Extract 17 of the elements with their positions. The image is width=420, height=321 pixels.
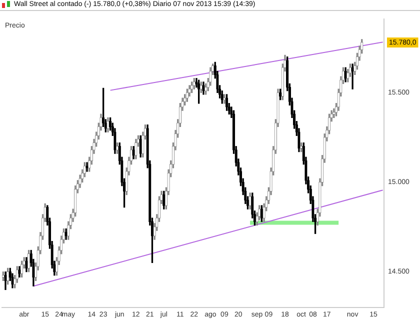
- candlestick: [2, 271, 4, 282]
- candlestick: [190, 82, 194, 93]
- candlestick: [27, 250, 30, 272]
- candlestick: [116, 142, 119, 154]
- candlestick: [223, 94, 226, 104]
- candlestick: [200, 82, 202, 93]
- candlestick: [186, 88, 189, 102]
- candlestick: [300, 142, 303, 152]
- candlestick: [106, 117, 110, 132]
- candlestick: [139, 135, 142, 158]
- candlestick: [64, 228, 68, 240]
- candlestick: [134, 138, 138, 160]
- candlestick: [18, 266, 21, 278]
- candlestick: [248, 192, 252, 210]
- candlestick: [351, 64, 354, 90]
- candlestick: [197, 80, 200, 104]
- candlestick: [192, 78, 196, 90]
